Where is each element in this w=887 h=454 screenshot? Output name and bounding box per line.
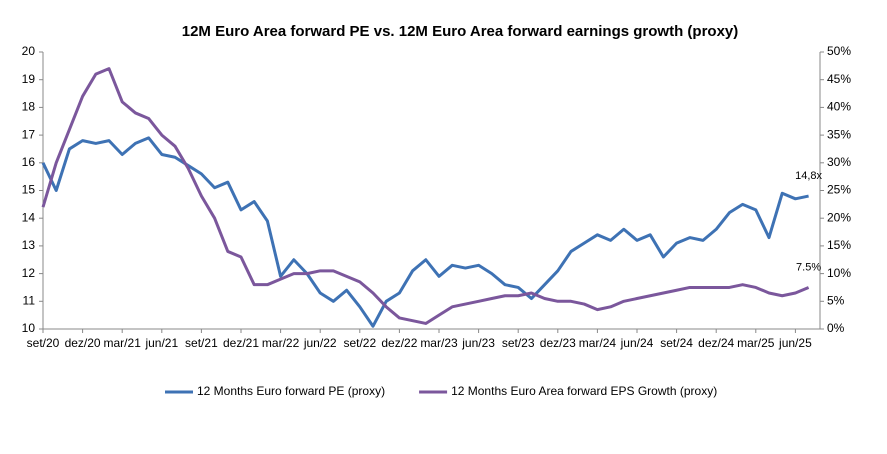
y-tick-label: 11 <box>23 293 36 307</box>
x-tick-label: dez/24 <box>698 336 734 350</box>
x-tick-label: jun/25 <box>778 336 812 350</box>
x-tick-label: dez/22 <box>381 336 417 350</box>
y-tick-label: 20 <box>22 44 36 58</box>
y2-tick-label: 45% <box>827 72 851 86</box>
x-tick-label: mar/23 <box>420 336 458 350</box>
legend-label: 12 Months Euro forward PE (proxy) <box>197 384 385 398</box>
y2-tick-label: 0% <box>827 321 845 335</box>
x-tick-label: set/22 <box>343 336 376 350</box>
series-line <box>41 67 810 325</box>
y2-tick-label: 20% <box>827 210 851 224</box>
x-tick-label: jun/22 <box>303 336 337 350</box>
y2-tick-label: 15% <box>827 238 851 252</box>
x-tick-label: mar/21 <box>104 336 142 350</box>
y-tick-label: 12 <box>22 266 36 280</box>
y-tick-label: 19 <box>22 72 36 86</box>
x-tick-label: dez/23 <box>540 336 576 350</box>
y-tick-label: 13 <box>22 238 36 252</box>
y-tick-label: 16 <box>22 155 36 169</box>
x-tick-label: set/24 <box>660 336 693 350</box>
x-tick-label: dez/21 <box>223 336 259 350</box>
y2-tick-label: 25% <box>827 183 851 197</box>
annotation: 14,8x <box>795 170 822 182</box>
y2-tick-label: 10% <box>827 266 851 280</box>
x-tick-label: mar/24 <box>579 336 617 350</box>
y2-tick-label: 35% <box>827 127 851 141</box>
x-tick-label: mar/22 <box>262 336 300 350</box>
chart-title: 12M Euro Area forward PE vs. 12M Euro Ar… <box>182 23 739 40</box>
x-tick-label: set/20 <box>27 336 60 350</box>
y-tick-label: 17 <box>22 127 36 141</box>
x-tick-label: mar/25 <box>737 336 775 350</box>
x-tick-label: jun/24 <box>620 336 654 350</box>
y2-tick-label: 30% <box>827 155 851 169</box>
series-line <box>41 136 809 328</box>
y2-tick-label: 50% <box>827 44 851 58</box>
y-tick-label: 10 <box>22 321 36 335</box>
y-tick-label: 15 <box>22 183 36 197</box>
y2-tick-label: 5% <box>827 293 845 307</box>
annotation: 7.5% <box>796 261 821 273</box>
x-tick-label: set/21 <box>185 336 218 350</box>
x-tick-label: set/23 <box>502 336 535 350</box>
x-tick-label: jun/21 <box>144 336 178 350</box>
y-tick-label: 18 <box>22 100 36 114</box>
x-tick-label: dez/20 <box>65 336 101 350</box>
y2-tick-label: 40% <box>827 100 851 114</box>
x-tick-label: jun/23 <box>461 336 495 350</box>
legend-label: 12 Months Euro Area forward EPS Growth (… <box>451 384 717 398</box>
y-tick-label: 14 <box>22 210 36 224</box>
